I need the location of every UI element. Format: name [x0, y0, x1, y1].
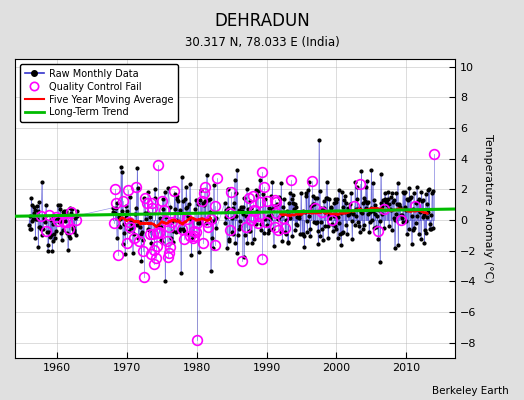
Text: Berkeley Earth: Berkeley Earth — [432, 386, 508, 396]
Y-axis label: Temperature Anomaly (°C): Temperature Anomaly (°C) — [483, 134, 493, 283]
Legend: Raw Monthly Data, Quality Control Fail, Five Year Moving Average, Long-Term Tren: Raw Monthly Data, Quality Control Fail, … — [20, 64, 178, 122]
Text: DEHRADUN: DEHRADUN — [214, 12, 310, 30]
Text: 30.317 N, 78.033 E (India): 30.317 N, 78.033 E (India) — [184, 36, 340, 49]
